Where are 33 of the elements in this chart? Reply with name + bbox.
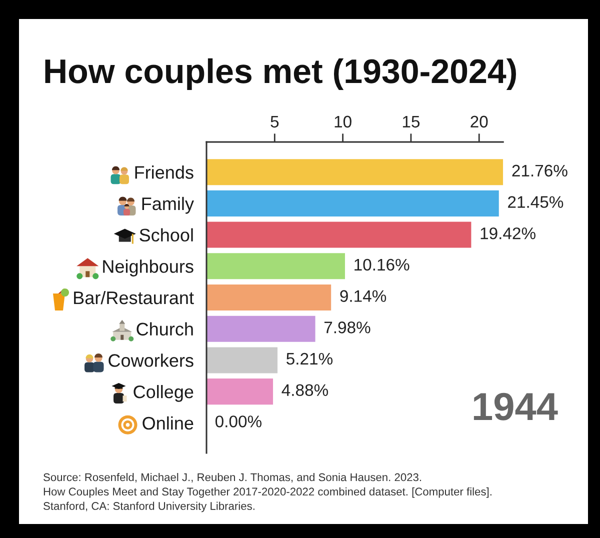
x-tick-label: 20 [470, 116, 488, 128]
y-tick-label: Friends [135, 166, 194, 179]
x-tick-label: 5 [270, 116, 279, 128]
data-label: 21.45% [508, 196, 564, 208]
y-tick-label: Online [142, 416, 194, 430]
data-label: 10.16% [354, 258, 410, 271]
bar [206, 347, 278, 374]
y-tick-label: College [134, 385, 194, 402]
bar [206, 222, 472, 248]
y-tick-label: Neighbours [103, 260, 194, 276]
y-tick-label: Family [142, 196, 194, 214]
bar [206, 316, 316, 342]
y-tick-label: Coworkers [108, 354, 194, 367]
chart-title: How couples met (1930-2024) [45, 58, 516, 90]
data-label: 9.14% [340, 290, 386, 302]
data-label: 4.88% [282, 384, 328, 396]
y-tick-label: Bar/Restaurant [74, 290, 194, 304]
x-tick-label: 15 [402, 116, 420, 128]
data-label: 5.21% [286, 352, 333, 365]
bar [206, 378, 274, 405]
data-label: 0.00% [215, 416, 262, 428]
annotation: 1944 [474, 392, 558, 420]
bar [206, 159, 504, 186]
x-tick-label: 10 [334, 116, 352, 128]
bar [206, 284, 332, 311]
data-label: 19.42% [480, 227, 536, 240]
bar [206, 253, 345, 280]
data-label: 7.98% [324, 322, 370, 334]
data-label: 21.76% [512, 164, 568, 177]
y-tick-label: Church [136, 322, 193, 336]
source-note: Source: Rosenfeld, Michael J., Reuben J. Thomas, and Sonia Hausen. 2023. How Couples Meet and Stay Together 2017-2020-2022 combined dataset. [Computer files]. Stanford, CA: Stanford University Libraries. [44, 473, 492, 512]
y-tick-label: School [140, 228, 193, 242]
bar [206, 190, 499, 216]
